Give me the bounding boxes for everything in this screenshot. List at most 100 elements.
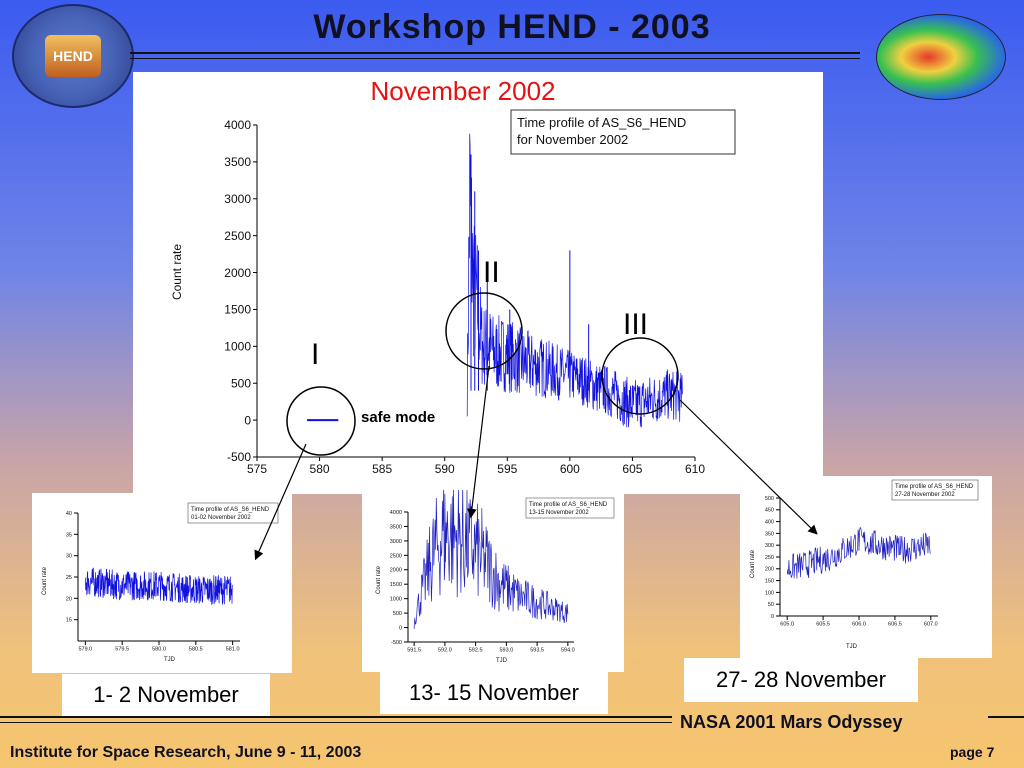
main-y-tick-label: 1500 [224, 303, 251, 317]
inset2-x-tick-label: 593.0 [499, 648, 513, 654]
inset-3-legend [891, 479, 979, 501]
inset2-y-tick-label: 2000 [390, 568, 402, 574]
main-x-tick-label: 595 [497, 462, 517, 476]
inset2-x-tick-label: 592.5 [469, 648, 483, 654]
inset2-x-tick-label: 594.0 [561, 648, 575, 654]
inset-1-chart: 15 20 25 30 35 40 579.0 579.5 580.0 580.5 581.0 Ti… [42, 502, 279, 663]
annotation-III: III [623, 308, 648, 341]
main-series-0 [466, 133, 683, 428]
main-y-tick-label: 500 [231, 376, 251, 390]
inset3-y-tick-label: 250 [765, 555, 774, 561]
caption-2: 13- 15 November [380, 672, 608, 714]
main-y-label: Count rate [170, 244, 184, 300]
inset2-series-0 [413, 490, 569, 629]
annotation-I: I [311, 338, 319, 371]
main-y-tick-label: 4000 [224, 118, 251, 132]
main-x-tick-label: 600 [560, 462, 580, 476]
inset-2-ylabel: Count rate [376, 565, 382, 594]
main-y-tick-label: 3500 [224, 155, 251, 169]
inset2-y-tick-label: 4000 [390, 510, 402, 516]
caption-1: 1- 2 November [62, 674, 270, 716]
main-chart: November 2002 -500 0 500 1000 1500 2000 2500 30… [170, 76, 736, 476]
header-rule-thin [130, 58, 860, 59]
inset3-y-tick-label: 450 [765, 508, 774, 514]
circle-III [601, 337, 679, 415]
main-y-tick-label: 0 [244, 413, 251, 427]
main-x-tick-label: 610 [685, 462, 705, 476]
footer-rule-right [988, 716, 1024, 718]
safe-mode-label: safe mode [361, 409, 435, 426]
main-axes: -500 0 500 1000 1500 2000 2500 3000 3500 4000 575 5… [224, 118, 705, 476]
inset1-y-tick-label: 35 [66, 532, 72, 538]
inset3-y-tick-label: 150 [765, 579, 774, 585]
annotation-II: II [483, 256, 500, 289]
inset3-x-tick-label: 606.0 [852, 622, 866, 628]
footer-page: page 7 [950, 744, 995, 760]
inset2-y-tick-label: 3000 [390, 539, 402, 545]
inset2-y-tick-label: 2500 [390, 553, 402, 559]
inset3-x-tick-label: 607.0 [924, 622, 938, 628]
inset-3-legend-2: 27-28 November 2002 [895, 492, 955, 498]
inset-1-legend-1: Time profile of AS_S6_HEND [191, 507, 270, 513]
inset1-x-tick-label: 580.5 [189, 647, 203, 653]
inset3-y-tick-label: 0 [771, 614, 774, 620]
header-rule [130, 52, 860, 54]
main-legend-line-1: Time profile of AS_S6_HEND [517, 115, 686, 130]
inset3-y-tick-label: 50 [768, 602, 774, 608]
inset2-x-tick-label: 593.5 [530, 648, 544, 654]
inset-2-legend [525, 497, 615, 519]
inset-1-ylabel: Count rate [42, 566, 48, 595]
inset1-series-0 [85, 567, 233, 605]
inset3-series-0 [786, 527, 931, 579]
nasa-label: NASA 2001 Mars Odyssey [680, 712, 903, 732]
inset-1-xlabel: TJD [164, 657, 176, 663]
caption-3: 27- 28 November [684, 658, 918, 702]
footer-rule-left-thin [0, 722, 672, 723]
main-x-tick-label: 590 [435, 462, 455, 476]
inset-1-legend-2: 01-02 November 2002 [191, 515, 251, 521]
main-y-tick-label: 2000 [224, 266, 251, 280]
inset1-x-tick-label: 579.0 [78, 647, 92, 653]
main-y-tick-label: 1000 [224, 340, 251, 354]
inset-2-axes: -500 0 500 1000 1500 2000 2500 3000 3500 4000 591.… [390, 490, 575, 654]
inset-3-axes: 0 50 100 150 200 250 300 350 400 450 500 605.0 605.5… [765, 496, 938, 628]
slide-title: Workshop HEND - 2003 [313, 8, 711, 46]
inset3-y-tick-label: 100 [765, 590, 774, 596]
inset-2-legend-1: Time profile of AS_S6_HEND [529, 502, 608, 508]
logo-badge: HEND [45, 35, 101, 77]
inset-2-legend-2: 13-15 November 2002 [529, 510, 589, 516]
main-legend-box [510, 109, 736, 155]
inset3-y-tick-label: 400 [765, 520, 774, 526]
footer-rule-left [0, 716, 672, 718]
inset3-y-tick-label: 500 [765, 496, 774, 502]
main-y-tick-label: -500 [227, 450, 251, 464]
mars-neutron-map [876, 14, 1006, 100]
main-x-tick-label: 580 [310, 462, 330, 476]
inset1-x-tick-label: 581.0 [226, 647, 240, 653]
circle-I [286, 386, 356, 456]
inset3-y-tick-label: 350 [765, 531, 774, 537]
inset3-y-tick-label: 200 [765, 567, 774, 573]
inset-3-legend-1: Time profile of AS_S6_HEND [895, 484, 974, 490]
iki-logo: HEND [12, 4, 134, 108]
inset3-x-tick-label: 605.0 [780, 622, 794, 628]
inset3-y-tick-label: 300 [765, 543, 774, 549]
main-y-tick-label: 3000 [224, 192, 251, 206]
inset-2-chart: -500 0 500 1000 1500 2000 2500 3000 3500 4000 591.… [376, 490, 615, 664]
inset-1-axes: 15 20 25 30 35 40 579.0 579.5 580.0 580.5 581.0 [66, 511, 240, 653]
inset2-y-tick-label: 0 [399, 625, 402, 631]
inset-3-xlabel: TJD [846, 644, 858, 650]
chart-heading: November 2002 [371, 76, 556, 106]
inset2-y-tick-label: 500 [393, 611, 402, 617]
inset3-x-tick-label: 605.5 [816, 622, 830, 628]
main-x-tick-label: 575 [247, 462, 267, 476]
inset1-x-tick-label: 579.5 [115, 647, 129, 653]
inset1-y-tick-label: 25 [66, 575, 72, 581]
inset2-y-tick-label: 3500 [390, 524, 402, 530]
main-data [307, 133, 683, 428]
main-y-tick-label: 2500 [224, 229, 251, 243]
inset1-y-tick-label: 40 [66, 511, 72, 517]
inset2-x-tick-label: 591.5 [407, 648, 421, 654]
main-legend-line-2: for November 2002 [517, 132, 628, 147]
footer-institute: Institute for Space Research, June 9 - 1… [10, 744, 362, 761]
